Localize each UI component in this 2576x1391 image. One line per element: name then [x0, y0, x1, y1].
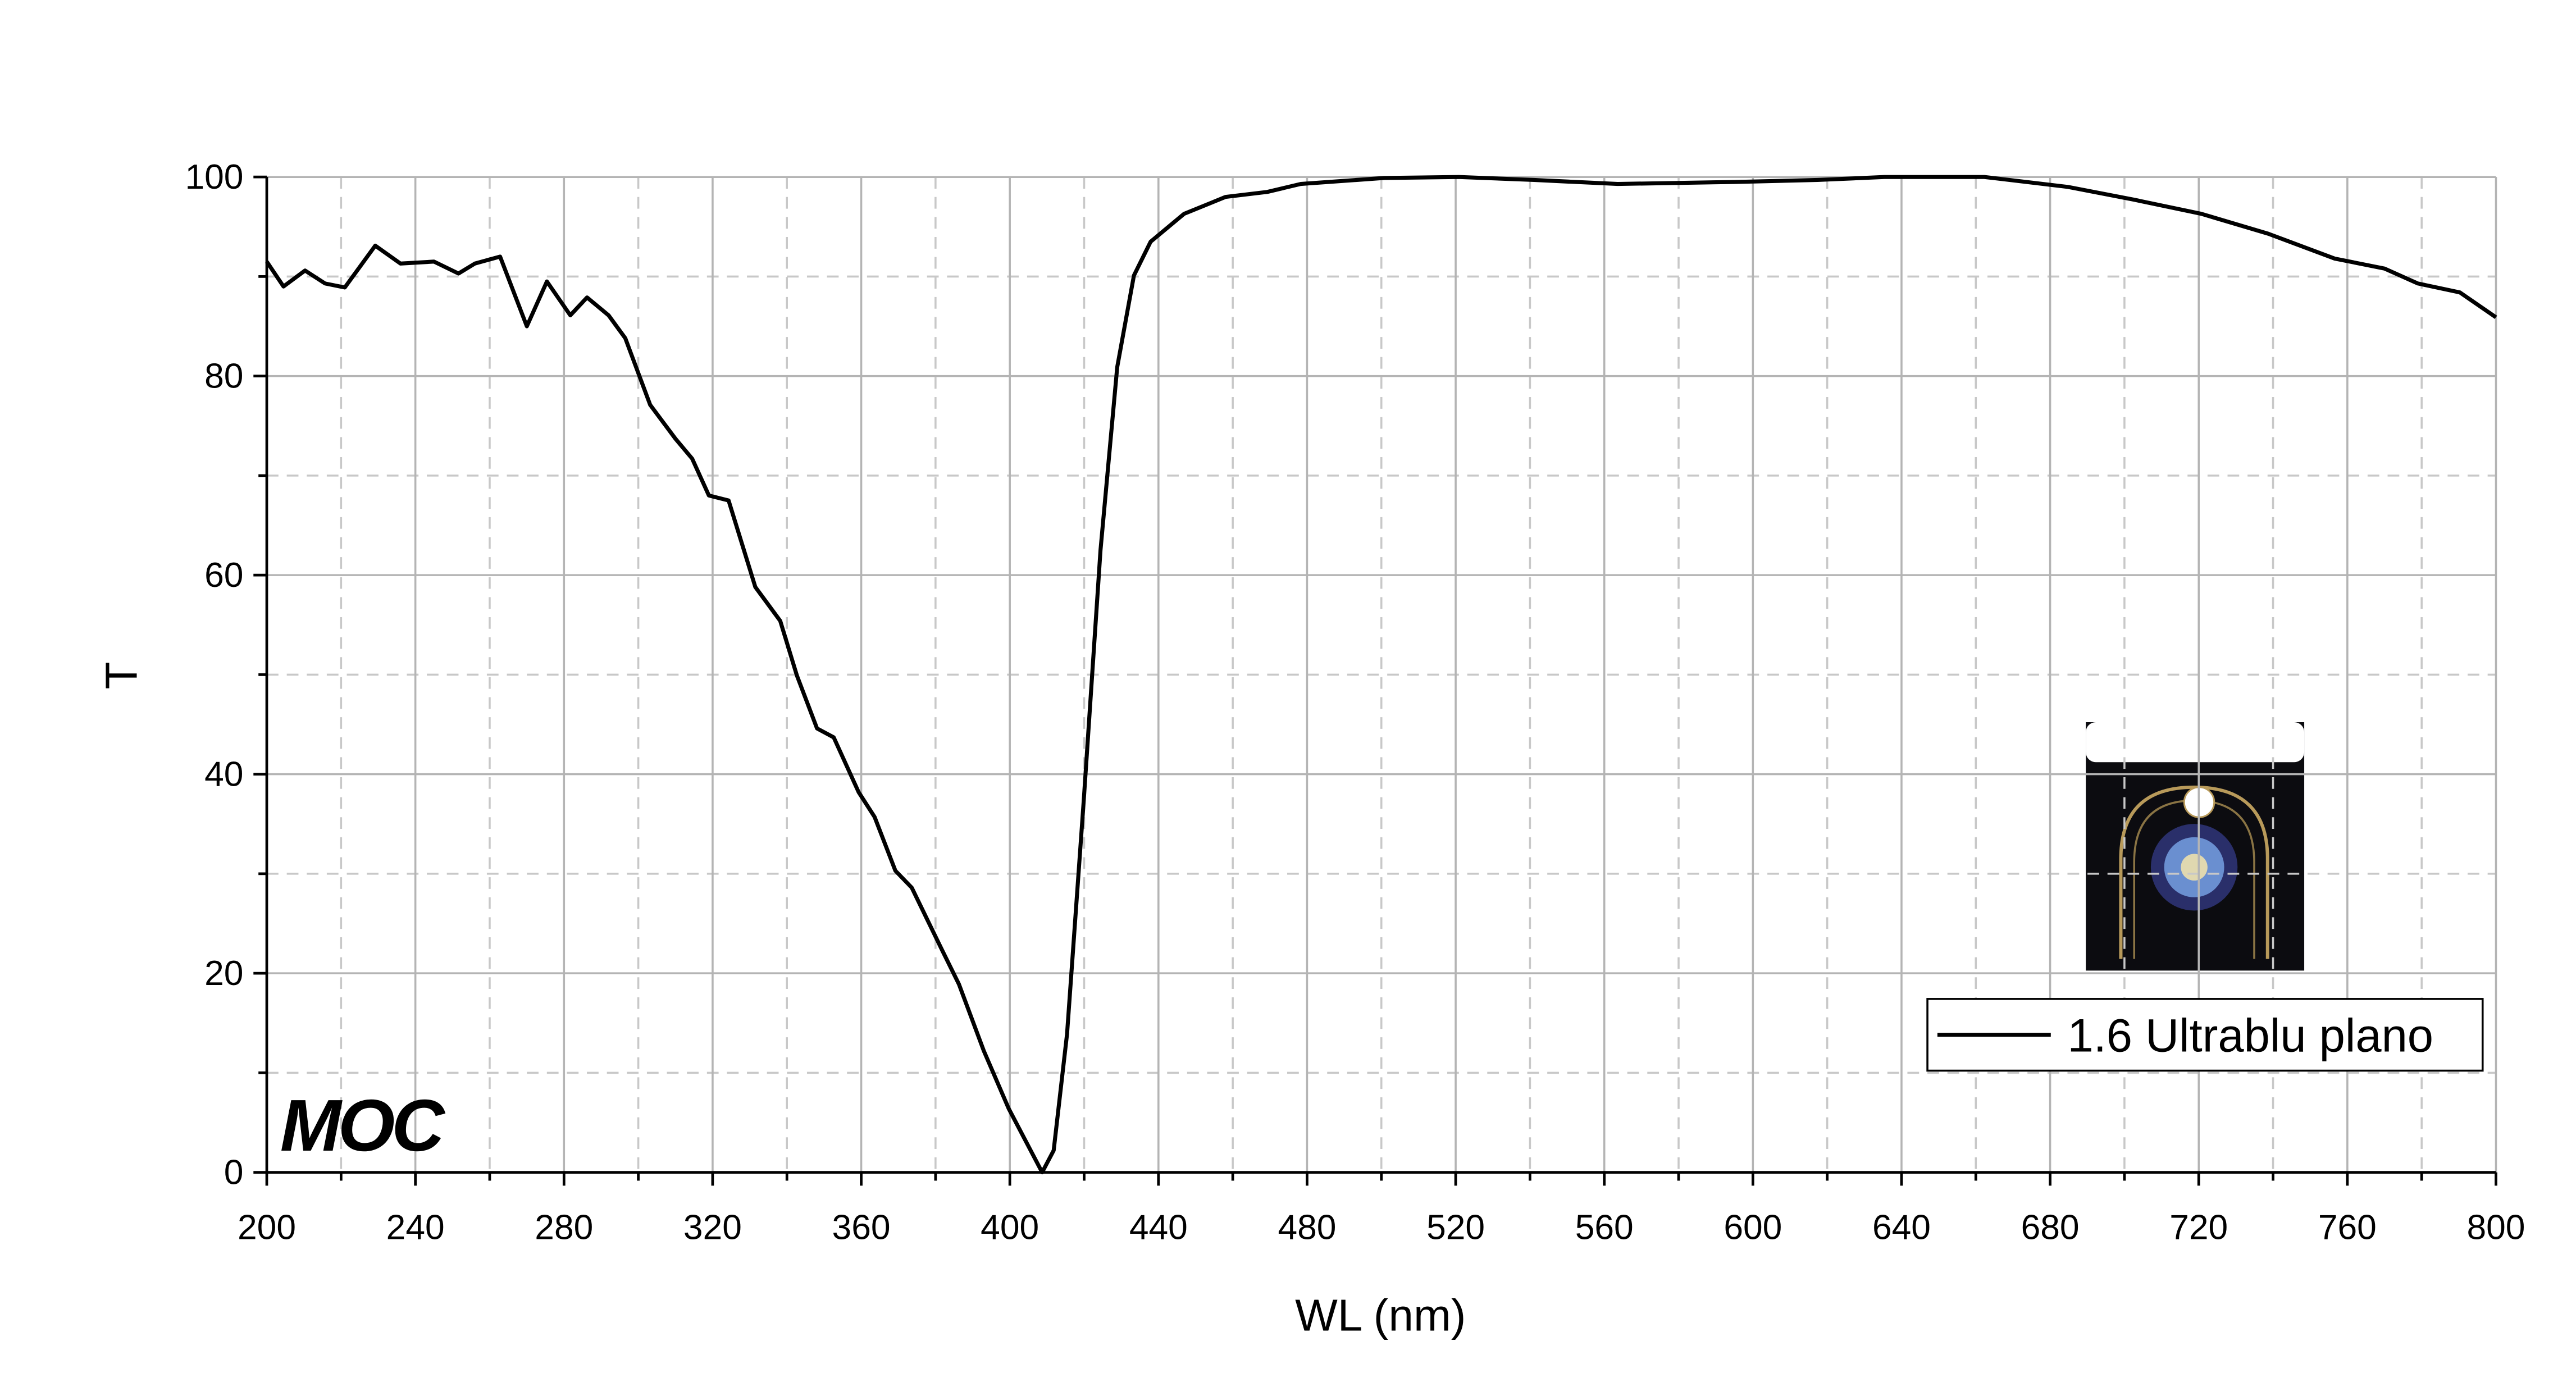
x-tick-label: 200 [238, 1208, 296, 1247]
x-tick-label: 560 [1575, 1208, 1634, 1247]
y-axis-title: T [95, 662, 146, 689]
legend-box [1926, 998, 2484, 1072]
x-tick-label: 720 [2169, 1208, 2228, 1247]
y-tick-label: 40 [204, 755, 243, 793]
x-tick-label: 480 [1278, 1208, 1336, 1247]
y-tick-label: 100 [185, 158, 243, 197]
y-tick-label: 80 [204, 357, 243, 395]
data-line [265, 175, 2497, 1175]
legend-label: 1.6 Ultrablu plano [2067, 1009, 2433, 1061]
x-tick-label: 760 [2318, 1208, 2377, 1247]
logo: MOC [280, 1084, 449, 1166]
y-tick-label: 20 [204, 954, 243, 993]
x-tick-label: 320 [683, 1208, 742, 1247]
product-image [2086, 722, 2305, 971]
x-tick-label: 440 [1129, 1208, 1188, 1247]
x-axis-title: WL (nm) [1295, 1290, 1466, 1340]
x-tick-label: 520 [1426, 1208, 1485, 1247]
x-tick-label: 680 [2021, 1208, 2080, 1247]
x-tick-label: 360 [832, 1208, 891, 1247]
x-tick-label: 400 [981, 1208, 1039, 1247]
x-tick-label: 640 [1872, 1208, 1931, 1247]
x-tick-label: 240 [386, 1208, 445, 1247]
x-tick-label: 600 [1724, 1208, 1782, 1247]
y-tick-label: 0 [224, 1153, 244, 1192]
x-tick-label: 800 [2466, 1208, 2525, 1247]
y-tick-label: 60 [204, 556, 243, 595]
logo-text: MOC [280, 1084, 446, 1166]
x-tick-label: 280 [535, 1208, 593, 1247]
